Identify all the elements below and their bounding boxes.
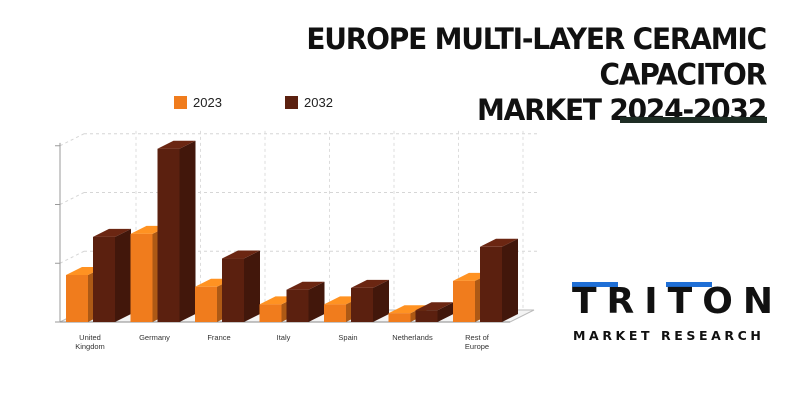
chart-title: EUROPE MULTI-LAYER CERAMIC CAPACITOR MAR…	[206, 21, 767, 128]
bar-top-2032-netherlands	[415, 302, 454, 311]
bar-2032-united-kingdom	[93, 236, 115, 322]
logo-mark-icon	[572, 282, 712, 287]
x-tick-label-france: France	[207, 333, 230, 342]
bar-2032-spain	[351, 287, 373, 322]
grid-depth-line	[59, 133, 85, 147]
bar-side-2032-netherlands	[437, 302, 454, 322]
bar-2023-spain	[324, 304, 346, 322]
bar-top-2032-germany	[157, 140, 196, 149]
bar-2032-italy	[286, 289, 309, 322]
legend-swatch-2032	[285, 96, 298, 109]
grid-depth-line	[59, 250, 85, 264]
bar-side-2032-spain	[373, 279, 389, 322]
bar-top-2032-italy	[286, 281, 325, 290]
bar-2032-germany	[157, 148, 180, 322]
bar-2023-italy	[259, 304, 282, 322]
legend-item-2032: 2032	[285, 95, 333, 110]
bar-side-2032-italy	[308, 281, 325, 322]
bar-side-2032-germany	[179, 140, 196, 322]
bar-top-2023-netherlands	[388, 305, 427, 314]
grid-depth-line	[59, 192, 85, 205]
bar-2032-rest-of-europe	[480, 246, 502, 322]
bar-side-2032-rest-of-europe	[502, 238, 518, 322]
x-tick-label-italy: Italy	[277, 333, 291, 342]
legend-swatch-2023	[174, 96, 187, 109]
bar-2023-netherlands	[388, 313, 411, 322]
chart-title-line-1: EUROPE MULTI-LAYER CERAMIC CAPACITOR	[306, 21, 767, 92]
bar-top-2032-france	[222, 250, 260, 259]
logo-tagline: MARKET RESEARCH	[573, 328, 765, 343]
legend-label-2032: 2032	[304, 95, 333, 110]
bar-2032-france	[222, 258, 244, 322]
bar-2023-rest-of-europe	[453, 280, 475, 322]
logo-wordmark: TRITON	[572, 281, 783, 322]
bar-top-2032-rest-of-europe	[480, 238, 518, 247]
x-tick-label-rest-of-europe: Rest of Europe	[465, 333, 490, 351]
bar-side-2032-france	[244, 250, 260, 322]
x-tick-label-united-kingdom: United Kingdom	[75, 333, 105, 351]
bar-2032-netherlands	[415, 310, 438, 322]
x-tick-label-spain: Spain	[338, 333, 357, 342]
legend-item-2023: 2023	[174, 95, 222, 110]
legend-label-2023: 2023	[193, 95, 222, 110]
bar-2023-united-kingdom	[66, 275, 88, 322]
x-tick-label-netherlands: Netherlands	[392, 333, 433, 342]
x-tick-label-germany: Germany	[139, 333, 170, 342]
bar-top-2032-spain	[351, 279, 389, 288]
bar-top-2032-united-kingdom	[93, 228, 131, 237]
triton-logo: TRITON MARKET RESEARCH	[572, 280, 783, 346]
bar-side-2032-united-kingdom	[115, 228, 131, 322]
bar-2023-germany	[130, 233, 153, 322]
bar-2023-france	[195, 286, 217, 322]
title-underline	[620, 117, 767, 123]
